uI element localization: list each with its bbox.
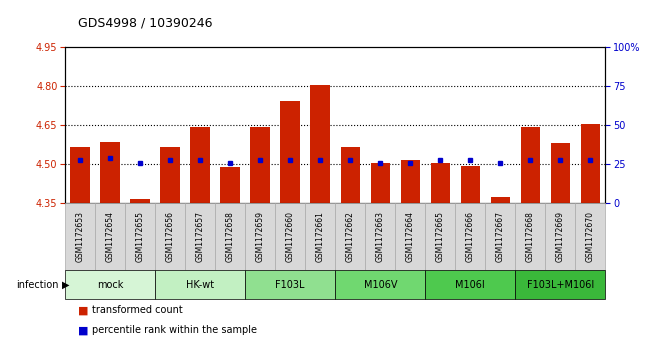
Text: GSM1172657: GSM1172657 xyxy=(196,211,204,262)
Text: ■: ■ xyxy=(78,305,89,315)
Text: GSM1172666: GSM1172666 xyxy=(466,211,475,262)
Text: percentile rank within the sample: percentile rank within the sample xyxy=(92,325,257,335)
Text: GSM1172660: GSM1172660 xyxy=(286,211,295,262)
Bar xyxy=(551,143,570,203)
Text: M106V: M106V xyxy=(363,280,397,290)
Text: GSM1172667: GSM1172667 xyxy=(496,211,505,262)
Bar xyxy=(221,167,240,203)
Text: GSM1172658: GSM1172658 xyxy=(226,211,235,262)
Text: HK-wt: HK-wt xyxy=(186,280,214,290)
Bar xyxy=(370,163,390,203)
Text: GSM1172663: GSM1172663 xyxy=(376,211,385,262)
Bar xyxy=(130,199,150,203)
Text: GSM1172655: GSM1172655 xyxy=(135,211,145,262)
Text: infection: infection xyxy=(16,280,59,290)
Bar xyxy=(581,124,600,203)
Text: GSM1172653: GSM1172653 xyxy=(76,211,85,262)
Bar xyxy=(281,101,300,203)
Bar xyxy=(70,147,90,203)
Bar xyxy=(251,127,270,203)
Text: GSM1172661: GSM1172661 xyxy=(316,211,325,262)
Text: F103L: F103L xyxy=(275,280,305,290)
Text: GSM1172662: GSM1172662 xyxy=(346,211,355,262)
Text: GSM1172668: GSM1172668 xyxy=(526,211,535,262)
Text: GSM1172659: GSM1172659 xyxy=(256,211,265,262)
Bar xyxy=(430,163,450,203)
Bar xyxy=(340,147,360,203)
Text: GSM1172670: GSM1172670 xyxy=(586,211,595,262)
Bar xyxy=(521,127,540,203)
Bar xyxy=(160,147,180,203)
Text: GSM1172669: GSM1172669 xyxy=(556,211,565,262)
Text: GSM1172656: GSM1172656 xyxy=(165,211,174,262)
Text: GSM1172664: GSM1172664 xyxy=(406,211,415,262)
Text: ■: ■ xyxy=(78,325,89,335)
Bar xyxy=(400,160,420,203)
Text: transformed count: transformed count xyxy=(92,305,183,315)
Bar xyxy=(311,85,330,203)
Text: ▶: ▶ xyxy=(62,280,70,290)
Bar xyxy=(491,197,510,203)
Text: F103L+M106I: F103L+M106I xyxy=(527,280,594,290)
Bar xyxy=(191,127,210,203)
Text: GDS4998 / 10390246: GDS4998 / 10390246 xyxy=(78,16,213,29)
Text: GSM1172665: GSM1172665 xyxy=(436,211,445,262)
Bar xyxy=(100,142,120,203)
Text: M106I: M106I xyxy=(456,280,485,290)
Bar xyxy=(461,166,480,203)
Text: GSM1172654: GSM1172654 xyxy=(105,211,115,262)
Text: mock: mock xyxy=(97,280,123,290)
